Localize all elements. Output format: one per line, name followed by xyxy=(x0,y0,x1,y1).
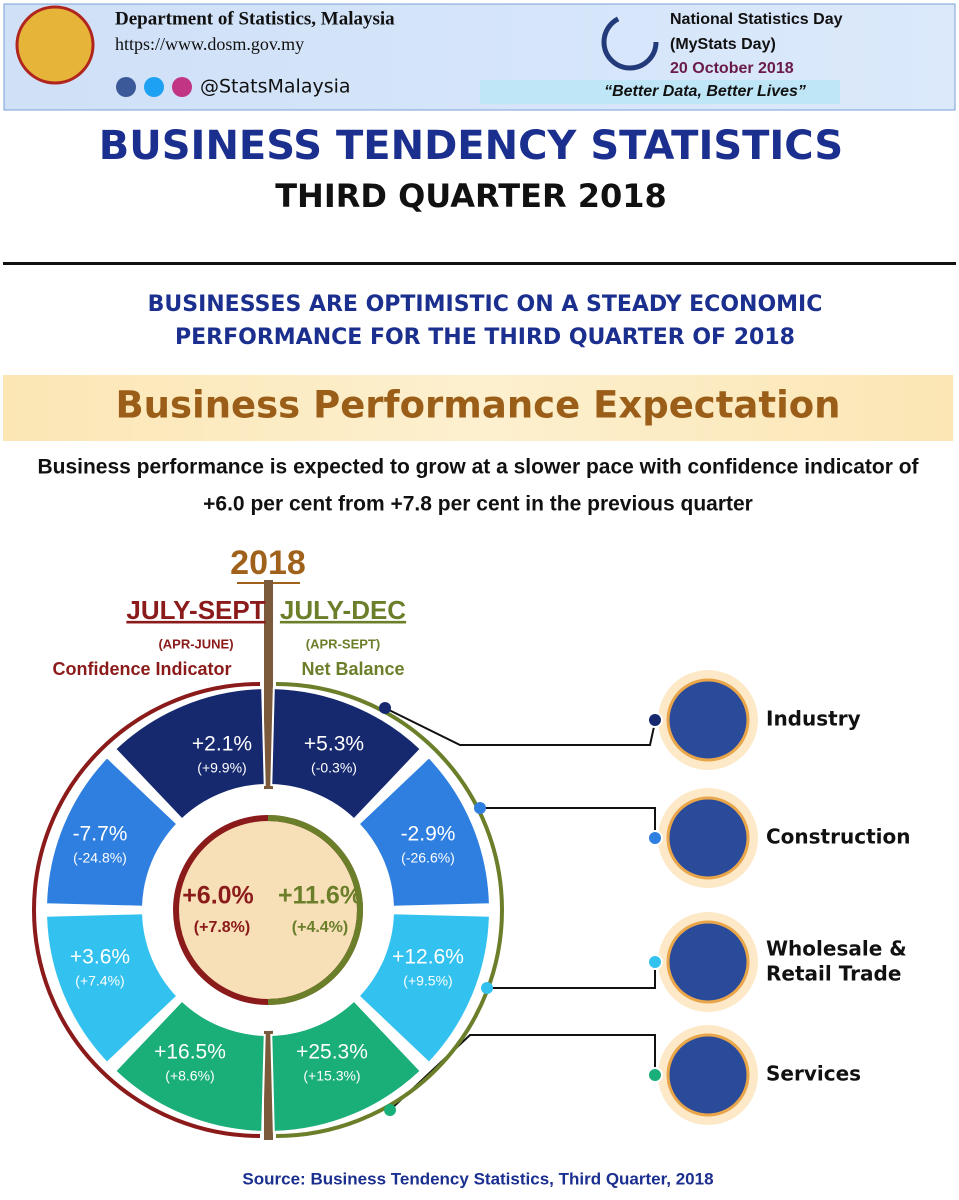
title: BUSINESS TENDENCY STATISTICS xyxy=(99,123,843,169)
center-value: +11.6% xyxy=(278,882,362,910)
segment-value: +5.3% xyxy=(304,733,364,756)
social-handle: @StatsMalaysia xyxy=(200,76,351,98)
event-date: 20 October 2018 xyxy=(670,60,794,77)
sector-label: Services xyxy=(766,1062,861,1086)
connector xyxy=(389,1034,656,1111)
segment-value: +3.6% xyxy=(70,946,130,969)
slogan-band xyxy=(480,80,840,104)
sector-icon xyxy=(666,678,750,762)
event-logo xyxy=(601,13,659,71)
segment-previous: (+15.3%) xyxy=(303,1068,360,1084)
period: JULY-DEC xyxy=(280,595,406,625)
column-label: Net Balance xyxy=(301,659,404,679)
segment-previous: (-0.3%) xyxy=(311,760,357,776)
center-value: +6.0% xyxy=(182,882,254,910)
org-name: Department of Statistics, Malaysia xyxy=(115,8,395,29)
left-segment xyxy=(113,999,266,1133)
segment-value: +16.5% xyxy=(154,1041,226,1064)
sector-icon xyxy=(666,796,750,880)
connector-dot xyxy=(481,982,493,994)
connector xyxy=(487,960,656,989)
sector-dot xyxy=(647,1067,663,1083)
right-segment xyxy=(357,912,491,1065)
previous-period: (APR-JUNE) xyxy=(158,636,233,651)
event-title: (MyStats Day) xyxy=(670,36,776,53)
segment-previous: (+8.6%) xyxy=(165,1068,214,1084)
segment-value: +25.3% xyxy=(296,1041,368,1064)
segment-value: +12.6% xyxy=(392,946,464,969)
coat-of-arms xyxy=(15,5,95,85)
sector-label: Industry xyxy=(766,707,861,731)
segment-previous: (+9.9%) xyxy=(197,760,246,776)
right-segment xyxy=(270,999,423,1133)
sector-label: Retail Trade xyxy=(766,962,901,986)
right-segment xyxy=(270,687,423,821)
segment-previous: (-26.6%) xyxy=(401,850,455,866)
center-previous: (+4.4%) xyxy=(292,919,348,936)
sector-icon xyxy=(666,920,750,1004)
divider xyxy=(3,262,956,265)
period: JULY-SEPT xyxy=(126,595,265,625)
sector-label: Construction xyxy=(766,825,910,849)
connector-dot xyxy=(379,702,391,714)
left-segment xyxy=(45,912,179,1065)
event-slogan: “Better Data, Better Lives” xyxy=(604,83,806,100)
sector-icon xyxy=(666,1033,750,1117)
instagram-icon[interactable] xyxy=(172,77,192,97)
connector-dot xyxy=(474,802,486,814)
org-url[interactable]: https://www.dosm.gov.my xyxy=(115,34,304,54)
left-outline xyxy=(32,682,261,1138)
sector-dot xyxy=(647,712,663,728)
subtitle: THIRD QUARTER 2018 xyxy=(275,177,667,215)
right-center-outline xyxy=(267,815,363,1005)
sector-label: Wholesale & xyxy=(766,937,907,961)
segment-previous: (+9.5%) xyxy=(403,973,452,989)
center-previous: (+7.8%) xyxy=(194,919,250,936)
summary: +6.0 per cent from +7.8 per cent in the … xyxy=(203,493,753,516)
right-segment xyxy=(357,755,491,908)
connector xyxy=(480,807,656,838)
left-segment xyxy=(45,755,179,908)
connector xyxy=(384,707,656,746)
sector-dot xyxy=(647,954,663,970)
previous-period: (APR-SEPT) xyxy=(306,636,380,651)
year: 2018 xyxy=(230,544,306,582)
segment-previous: (-24.8%) xyxy=(73,850,127,866)
event-title: National Statistics Day xyxy=(670,11,843,28)
source: Source: Business Tendency Statistics, Th… xyxy=(242,1169,713,1188)
facebook-icon[interactable] xyxy=(116,77,136,97)
summary: Business performance is expected to grow… xyxy=(37,456,919,479)
segment-value: -7.7% xyxy=(73,823,128,846)
connector-dot xyxy=(384,1104,396,1116)
section-band xyxy=(3,375,953,441)
segment-value: -2.9% xyxy=(401,823,456,846)
segment-previous: (+7.4%) xyxy=(75,973,124,989)
column-label: Confidence Indicator xyxy=(52,659,231,679)
section-title: Business Performance Expectation xyxy=(115,384,840,427)
headline: PERFORMANCE FOR THE THIRD QUARTER OF 201… xyxy=(175,325,795,350)
sector-dot xyxy=(647,830,663,846)
headline: BUSINESSES ARE OPTIMISTIC ON A STEADY EC… xyxy=(148,292,823,317)
left-segment xyxy=(113,687,266,821)
segment-value: +2.1% xyxy=(192,733,252,756)
twitter-icon[interactable] xyxy=(144,77,164,97)
